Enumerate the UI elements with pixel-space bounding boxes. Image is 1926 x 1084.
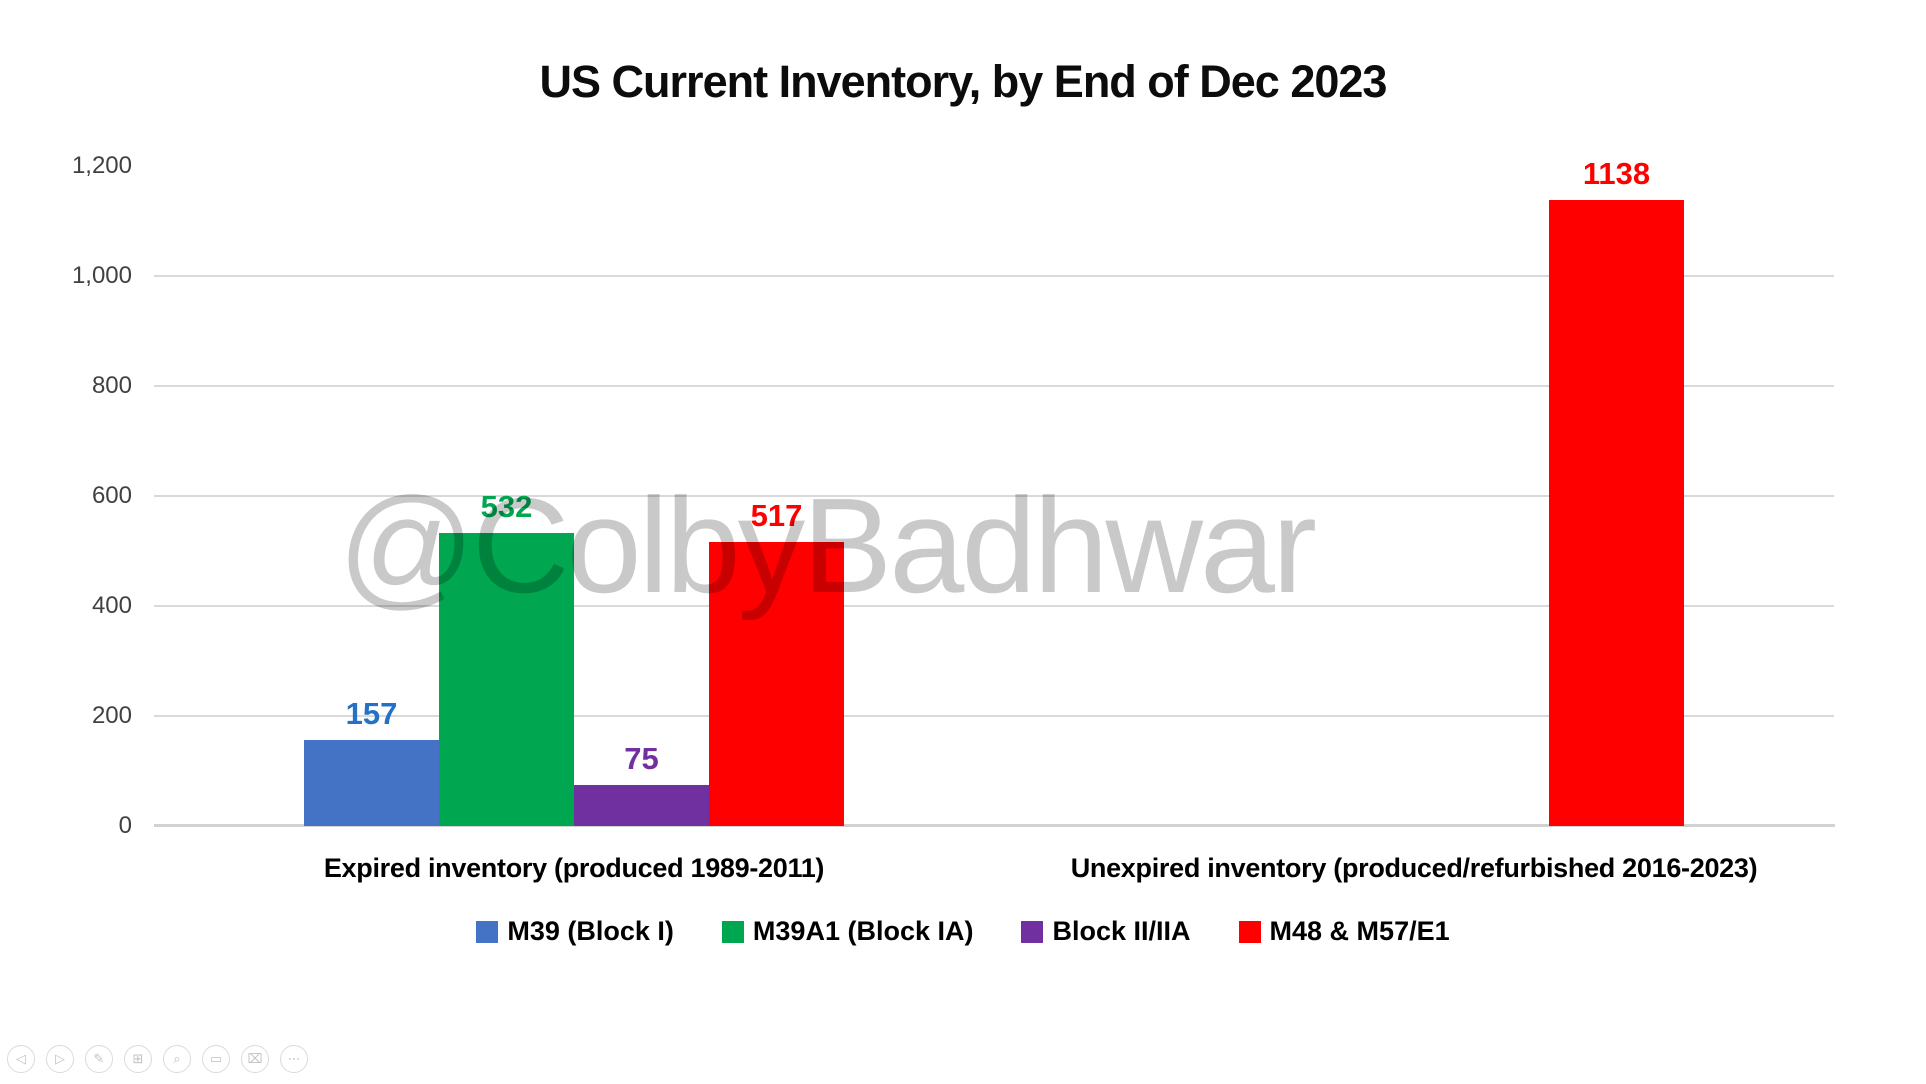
bar-m39-block-i-cat0 bbox=[304, 739, 439, 826]
value-label-m48-m57-e1-cat0: 517 bbox=[750, 497, 803, 533]
value-label-m39a1-block-ia-cat0: 532 bbox=[480, 489, 533, 525]
legend-label: M39A1 (Block IA) bbox=[752, 916, 974, 946]
legend-item-m39a1-block-ia: M39A1 (Block IA) bbox=[721, 916, 974, 947]
legend-item-m48-m57-e1: M48 & M57/E1 bbox=[1238, 916, 1450, 947]
bar-block-ii-iia-cat0 bbox=[574, 784, 709, 826]
legend-swatch-icon bbox=[1021, 920, 1044, 943]
previous-slide-icon: ◁ bbox=[16, 1051, 26, 1067]
legend-label: Block II/IIA bbox=[1052, 916, 1191, 946]
next-slide-button[interactable]: ▷ bbox=[46, 1045, 74, 1073]
y-tick-label: 200 bbox=[91, 702, 132, 729]
y-tick-label: 400 bbox=[91, 592, 132, 619]
gridline bbox=[154, 715, 1834, 717]
see-all-slides-button[interactable]: ⊞ bbox=[124, 1045, 152, 1073]
see-all-slides-icon: ⊞ bbox=[132, 1051, 144, 1067]
gridline bbox=[154, 605, 1834, 607]
value-label-m48-m57-e1-cat1: 1138 bbox=[1582, 156, 1651, 192]
gridline bbox=[154, 385, 1834, 387]
legend-item-m39-block-i: M39 (Block I) bbox=[476, 916, 674, 947]
previous-slide-button[interactable]: ◁ bbox=[7, 1045, 35, 1073]
y-tick-label: 0 bbox=[118, 812, 132, 839]
pen-tools-button[interactable]: ✎ bbox=[85, 1045, 113, 1073]
more-options-button[interactable]: ⋯ bbox=[280, 1045, 308, 1073]
pen-tools-icon: ✎ bbox=[93, 1051, 105, 1067]
legend-swatch-icon bbox=[1238, 920, 1261, 943]
y-tick-label: 1,000 bbox=[71, 262, 132, 289]
watermark: @ColbyBadhwar bbox=[338, 470, 1317, 621]
next-slide-icon: ▷ bbox=[55, 1051, 65, 1067]
captions-icon: ▭ bbox=[209, 1051, 223, 1067]
bar-m48-m57-e1-cat1 bbox=[1549, 200, 1684, 826]
more-options-icon: ⋯ bbox=[287, 1051, 301, 1067]
x-axis-line bbox=[154, 824, 1835, 827]
legend-label: M39 (Block I) bbox=[507, 916, 674, 946]
legend-item-block-ii-iia: Block II/IIA bbox=[1021, 916, 1191, 947]
gridline bbox=[154, 275, 1834, 277]
camera-off-icon: ⌧ bbox=[247, 1051, 263, 1067]
value-label-block-ii-iia-cat0: 75 bbox=[624, 740, 659, 776]
legend-swatch-icon bbox=[476, 920, 499, 943]
y-tick-label: 600 bbox=[91, 482, 132, 509]
gridline bbox=[154, 495, 1834, 497]
chart-title: US Current Inventory, by End of Dec 2023 bbox=[539, 56, 1388, 107]
camera-off-button[interactable]: ⌧ bbox=[241, 1045, 269, 1073]
category-label-expired: Expired inventory (produced 1989-2011) bbox=[323, 853, 825, 883]
presenter-controls: ◁ ▷ ✎ ⊞ ⌕ ▭ ⌧ ⋯ bbox=[7, 1045, 308, 1073]
bar-m39a1-block-ia-cat0 bbox=[439, 533, 574, 826]
value-label-m39-block-i-cat0: 157 bbox=[345, 695, 398, 731]
captions-button[interactable]: ▭ bbox=[202, 1045, 230, 1073]
bar-m48-m57-e1-cat0 bbox=[709, 541, 844, 826]
zoom-slide-button[interactable]: ⌕ bbox=[163, 1045, 191, 1073]
legend: M39 (Block I) M39A1 (Block IA) Block II/II… bbox=[0, 916, 1926, 947]
legend-swatch-icon bbox=[721, 920, 744, 943]
y-tick-label: 1,200 bbox=[71, 152, 132, 179]
zoom-slide-icon: ⌕ bbox=[173, 1051, 181, 1067]
legend-label: M48 & M57/E1 bbox=[1269, 916, 1450, 946]
y-tick-label: 800 bbox=[91, 372, 132, 399]
category-label-unexpired: Unexpired inventory (produced/refurbishe… bbox=[1070, 853, 1758, 883]
